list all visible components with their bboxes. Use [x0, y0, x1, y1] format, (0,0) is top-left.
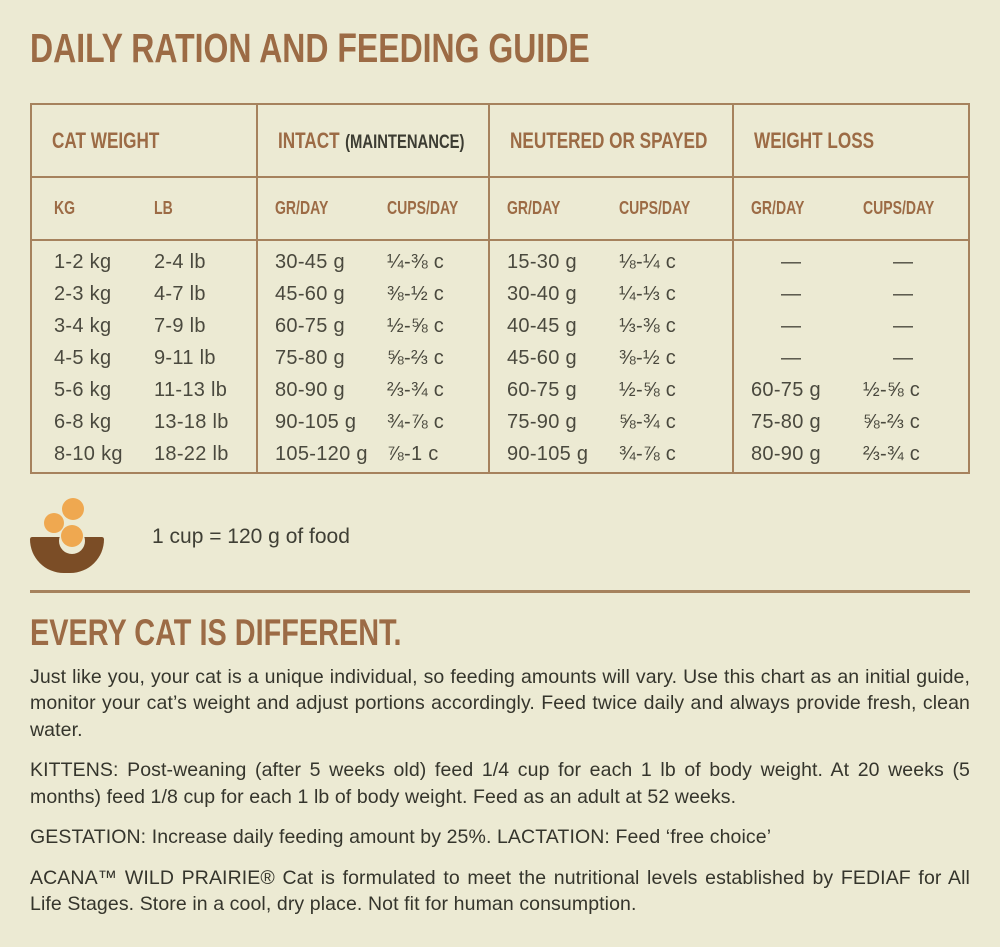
paragraph-intro: Just like you, your cat is a unique indi… [30, 665, 970, 741]
kibble-dot [62, 498, 84, 521]
column-header-weight-loss: WEIGHT LOSS [734, 105, 968, 179]
paragraph-formulation: ACANA™ WILD PRAIRIE® Cat is formulated t… [30, 866, 970, 916]
table-row: 60-75 g ½-⅝ c [507, 378, 677, 401]
subheader-kg: KG [54, 198, 76, 219]
data-weight-loss: — — — — — — — — 60-75 g ½-⅝ c 75-80 g ⅝-⅔ c 80… [734, 241, 968, 472]
table-row: 75-80 g ⅝-⅔ c [275, 346, 445, 369]
column-header-intact: INTACT (MAINTENANCE) [258, 105, 488, 179]
table-row: 90-105 g ¾-⅞ c [275, 410, 445, 433]
table-row: 4-5 kg 9-11 lb [54, 346, 216, 369]
paragraph-kittens: KITTENS: Post-weaning (after 5 weeks old… [30, 759, 970, 808]
subheader-gr-day: GR/DAY [751, 198, 805, 219]
table-row: 45-60 g ⅜-½ c [507, 346, 677, 369]
table-row: 5-6 kg 11-13 lb [54, 378, 228, 401]
table-row: 60-75 g ½-⅝ c [751, 378, 921, 401]
table-row: 75-90 g ⅝-¾ c [507, 410, 677, 433]
subheader-neutered: GR/DAY CUPS/DAY [490, 178, 732, 242]
column-neutered: NEUTERED OR SPAYED GR/DAY CUPS/DAY 15-30… [490, 105, 734, 473]
subheader-cups-day: CUPS/DAY [863, 198, 935, 219]
food-bowl-icon [30, 498, 110, 576]
table-row: 3-4 kg 7-9 lb [54, 314, 206, 337]
table-row: 2-3 kg 4-7 lb [54, 282, 206, 305]
cup-equivalence-note: 1 cup = 120 g of food [30, 496, 970, 578]
data-cat-weight: 1-2 kg 2-4 lb 2-3 kg 4-7 lb 3-4 kg 7-9 lb 4… [32, 241, 256, 472]
table-row: — — [781, 314, 914, 337]
table-row: 6-8 kg 13-18 lb [54, 410, 229, 433]
column-header-cat-weight: CAT WEIGHT [32, 105, 256, 179]
table-row: 105-120 g ⅞-1 c [275, 442, 439, 465]
feeding-table: CAT WEIGHT KG LB 1-2 kg 2-4 lb 2-3 kg 4-7 … [30, 103, 970, 475]
table-row: — — [781, 282, 914, 305]
data-neutered: 15-30 g ⅛-¼ c 30-40 g ¼-⅓ c 40-45 g ⅓-⅜ c 4… [490, 241, 732, 472]
data-intact: 30-45 g ¼-⅜ c 45-60 g ⅜-½ c 60-75 g ½-⅝ c 7… [258, 241, 488, 472]
table-row: 90-105 g ¾-⅞ c [507, 442, 677, 465]
table-row: 1-2 kg 2-4 lb [54, 250, 206, 273]
table-row: 15-30 g ⅛-¼ c [507, 250, 677, 273]
kibble-dot [44, 513, 64, 534]
column-cat-weight: CAT WEIGHT KG LB 1-2 kg 2-4 lb 2-3 kg 4-7 … [32, 105, 258, 473]
column-weight-loss: WEIGHT LOSS GR/DAY CUPS/DAY — — — — — — — — … [734, 105, 968, 472]
column-intact: INTACT (MAINTENANCE) GR/DAY CUPS/DAY 30-4… [258, 105, 490, 473]
subheader-gr-day: GR/DAY [507, 198, 561, 219]
kibble-dot [61, 525, 83, 548]
divider-rule [30, 590, 970, 594]
table-row: — — [781, 346, 914, 369]
subheader-lb: LB [154, 198, 173, 219]
table-row: 30-40 g ¼-⅓ c [507, 282, 677, 305]
subheader-cups-day: CUPS/DAY [619, 198, 691, 219]
table-row: 75-80 g ⅝-⅔ c [751, 410, 921, 433]
paragraph-gestation-lactation: GESTATION: Increase daily feeding amount… [30, 826, 772, 849]
column-header-neutered: NEUTERED OR SPAYED [490, 105, 732, 179]
subheader-weight-loss: GR/DAY CUPS/DAY [734, 178, 968, 242]
page-title: DAILY RATION AND FEEDING GUIDE [30, 25, 590, 71]
cup-note-text: 1 cup = 120 g of food [152, 525, 350, 549]
table-row: 45-60 g ⅜-½ c [275, 282, 445, 305]
table-row: 60-75 g ½-⅝ c [275, 314, 445, 337]
section-heading: EVERY CAT IS DIFFERENT. [30, 612, 402, 654]
table-row: 80-90 g ⅔-¾ c [751, 442, 921, 465]
subheader-gr-day: GR/DAY [275, 198, 329, 219]
table-row: — — [781, 250, 914, 273]
table-row: 40-45 g ⅓-⅜ c [507, 314, 677, 337]
subheader-cat-weight: KG LB [32, 178, 256, 242]
subheader-intact: GR/DAY CUPS/DAY [258, 178, 488, 242]
table-row: 30-45 g ¼-⅜ c [275, 250, 445, 273]
table-row: 80-90 g ⅔-¾ c [275, 378, 445, 401]
table-row: 8-10 kg 18-22 lb [54, 442, 229, 465]
subheader-cups-day: CUPS/DAY [387, 198, 459, 219]
page: DAILY RATION AND FEEDING GUIDE CAT WEIGH… [30, 25, 970, 916]
